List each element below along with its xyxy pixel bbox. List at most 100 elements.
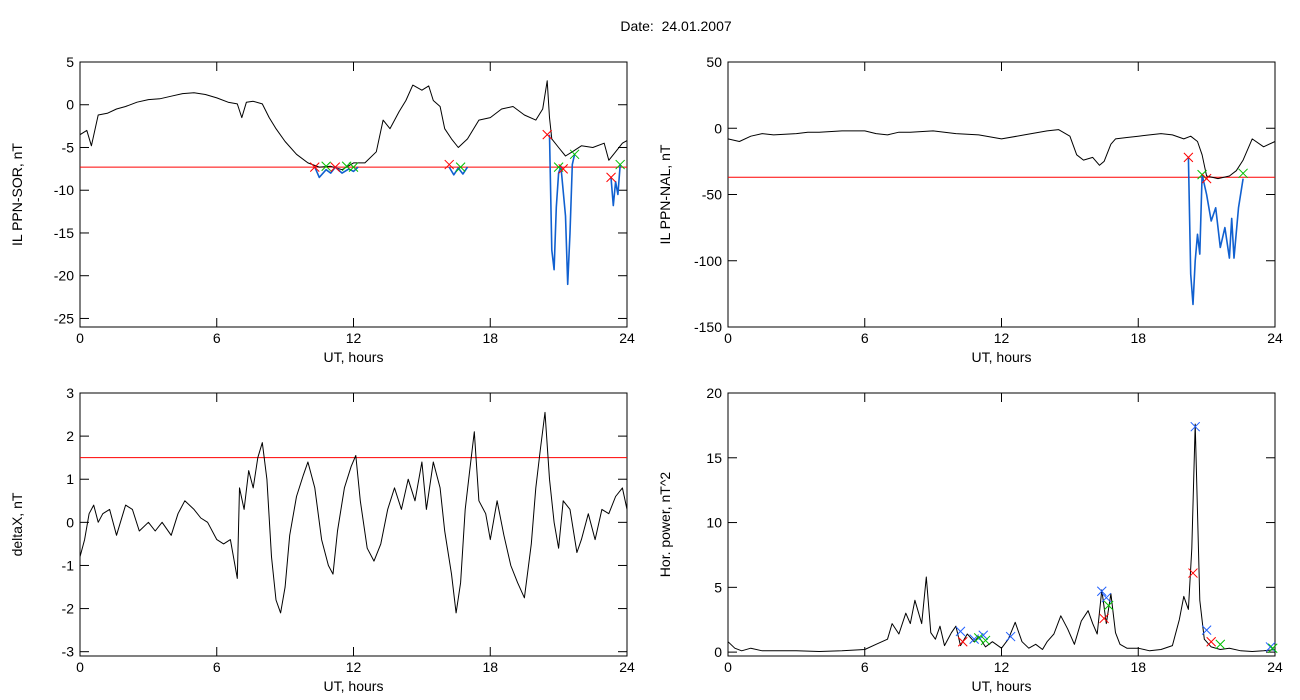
y-tick-label: -2 [62, 601, 75, 617]
marker-blue [1096, 586, 1107, 597]
x-tick-label: 0 [724, 330, 732, 346]
marker-blue [1005, 631, 1016, 642]
marker-green [980, 635, 991, 646]
y-tick-label: 0 [714, 120, 722, 136]
marker-green [1238, 168, 1248, 179]
y-tick-label: 1 [66, 471, 74, 487]
y-tick-label: -100 [694, 253, 722, 269]
marker-green [615, 159, 626, 170]
y-tick-label: 3 [66, 385, 74, 401]
y-axis-label: IL PPN-SOR, nT [9, 143, 25, 246]
x-tick-label: 0 [76, 330, 84, 346]
y-tick-label: -3 [62, 644, 75, 660]
marker-green [1103, 600, 1114, 611]
event-segment-line [448, 166, 469, 176]
marker-green [973, 633, 984, 643]
event-segment-line [610, 164, 621, 207]
x-tick-label: 18 [482, 330, 498, 346]
signal-trace-line [727, 423, 1276, 652]
y-tick-label: 0 [66, 97, 74, 113]
x-tick-label: 18 [1130, 330, 1146, 346]
x-axis-label: UT, hours [972, 678, 1032, 694]
x-axis-label: UT, hours [324, 678, 384, 694]
marker-red [1099, 613, 1109, 624]
x-tick-label: 24 [1267, 659, 1283, 675]
marker-green [569, 149, 580, 160]
x-axis-label: UT, hours [972, 349, 1032, 365]
y-tick-label: 2 [66, 428, 74, 444]
marker-green [321, 161, 332, 172]
signal-trace-line [727, 129, 1276, 180]
chart-il-nal: 0 6 12 18 24 50 0 -50 -100 -150 UT, hours IL PPN-NA… [657, 54, 1283, 365]
chart-hor-power: 0 6 12 18 24 20 15 10 5 0 UT, hours Hor. power, nT^… [657, 385, 1283, 694]
marker-red [1188, 568, 1198, 578]
x-tick-label: 18 [1130, 659, 1146, 675]
event-segment-line [548, 134, 576, 286]
marker-blue [1101, 592, 1112, 603]
y-tick-label: -10 [54, 182, 74, 198]
y-tick-label: 0 [714, 644, 722, 660]
y-tick-label: -50 [702, 187, 722, 203]
marker-blue [1265, 642, 1276, 652]
y-axis-label: IL PPN-NAL, nT [657, 144, 673, 244]
y-axis-label: deltaX, nT [9, 492, 25, 556]
y-tick-label: 0 [66, 514, 74, 530]
marker-green [348, 162, 359, 172]
figure-title: Date: 24.01.2007 [620, 18, 732, 34]
x-tick-label: 6 [213, 330, 221, 346]
marker-green [1215, 639, 1226, 650]
x-tick-label: 12 [994, 330, 1010, 346]
y-tick-label: -20 [54, 268, 74, 284]
x-tick-label: 18 [482, 659, 498, 675]
chart-delta-x: 0 6 12 18 24 3 2 1 0 -1 -2 -3 UT, hours deltaX, nT [9, 385, 635, 694]
marker-red [309, 162, 320, 172]
x-tick-label: 6 [213, 659, 221, 675]
x-tick-label: 0 [724, 659, 732, 675]
event-segment-line [1187, 157, 1244, 306]
x-tick-label: 6 [861, 659, 869, 675]
marker-red [1183, 152, 1194, 163]
marker-green [455, 162, 466, 172]
y-tick-label: -25 [54, 310, 74, 326]
marker-red [606, 172, 616, 183]
y-tick-label: 50 [706, 54, 722, 70]
signal-trace-line [79, 411, 628, 614]
marker-blue [978, 630, 989, 641]
signal-trace-line [79, 80, 628, 171]
plot-frame [727, 61, 1276, 328]
x-tick-label: 24 [619, 330, 635, 346]
marker-blue [955, 626, 966, 637]
marker-red [1201, 173, 1212, 184]
y-tick-label: 15 [706, 450, 722, 466]
x-tick-label: 6 [861, 330, 869, 346]
x-tick-label: 12 [346, 330, 362, 346]
x-tick-label: 24 [619, 659, 635, 675]
x-tick-label: 24 [1267, 330, 1283, 346]
marker-red [1206, 636, 1217, 647]
marker-green [1267, 643, 1278, 654]
y-tick-label: -5 [62, 139, 75, 155]
x-tick-label: 0 [76, 659, 84, 675]
y-tick-label: 10 [706, 515, 722, 531]
x-tick-label: 12 [346, 659, 362, 675]
y-tick-label: -150 [694, 319, 722, 335]
plot-frame [79, 392, 628, 657]
marker-red [558, 164, 569, 174]
x-tick-label: 12 [994, 659, 1010, 675]
x-axis-label: UT, hours [324, 349, 384, 365]
marker-blue [1190, 421, 1201, 432]
plot-frame [79, 61, 628, 328]
marker-blue [1201, 625, 1212, 635]
y-tick-label: 5 [714, 579, 722, 595]
marker-red [330, 162, 341, 172]
y-axis-label: Hor. power, nT^2 [657, 472, 673, 578]
marker-red [542, 129, 553, 140]
marker-red [957, 636, 968, 647]
chart-il-sor: 0 6 12 18 24 5 0 -5 -10 -15 -20 -25 UT, hours IL PPN-… [9, 54, 635, 365]
y-tick-label: 5 [66, 54, 74, 70]
y-tick-label: -1 [62, 557, 75, 573]
y-tick-label: -15 [54, 225, 74, 241]
marker-red [444, 159, 455, 170]
y-tick-label: 20 [706, 385, 722, 401]
